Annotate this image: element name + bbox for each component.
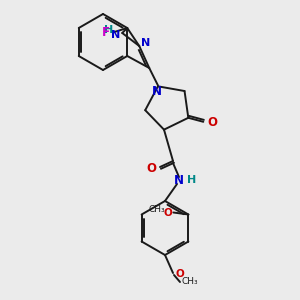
Text: F: F [102, 26, 110, 40]
Text: O: O [164, 208, 172, 218]
Text: H: H [187, 175, 196, 185]
Text: CH₃: CH₃ [182, 277, 199, 286]
Text: H: H [104, 25, 113, 35]
Text: O: O [207, 116, 217, 129]
Text: O: O [146, 163, 156, 176]
Text: O: O [175, 269, 184, 279]
Text: N: N [174, 175, 184, 188]
Text: N: N [141, 38, 151, 48]
Text: N: N [152, 85, 162, 98]
Text: CH₃: CH₃ [149, 205, 165, 214]
Text: N: N [111, 30, 120, 40]
